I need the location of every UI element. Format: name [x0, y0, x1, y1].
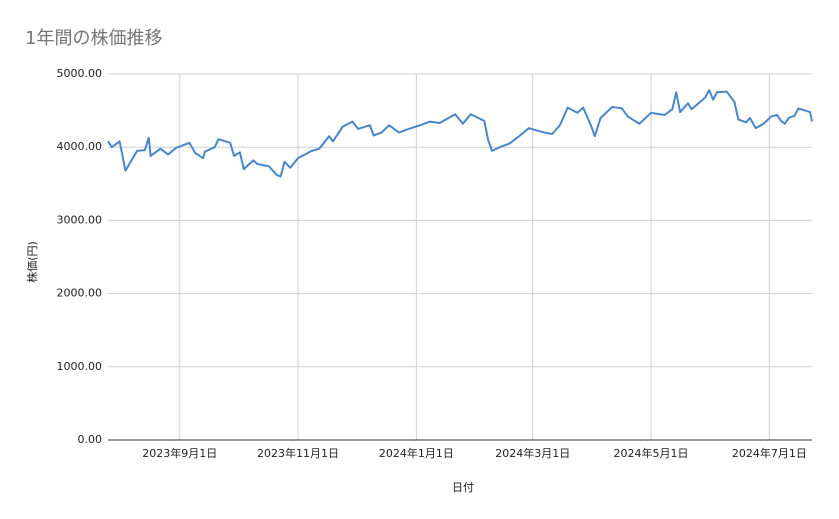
x-tick-label: 2024年5月1日: [614, 446, 689, 460]
x-tick-label: 2024年1月1日: [379, 446, 454, 460]
x-tick-label: 2023年11月1日: [257, 446, 339, 460]
y-tick-label: 3000.00: [57, 213, 103, 226]
line-series: [107, 89, 813, 178]
chart-title: 1年間の株価推移: [25, 28, 162, 49]
y-axis-label: 株価(円): [25, 241, 39, 283]
x-tick-label: 2023年9月1日: [142, 446, 217, 460]
y-tick-label: 5000.00: [57, 67, 103, 80]
x-tick-label: 2024年7月1日: [732, 446, 807, 460]
x-tick-label: 2024年3月1日: [495, 446, 570, 460]
y-tick-label: 4000.00: [57, 140, 103, 153]
y-tick-label: 1000.00: [57, 360, 103, 373]
x-axis-label: 日付: [452, 481, 474, 494]
y-tick-label: 2000.00: [57, 287, 103, 300]
y-tick-label: 0.00: [78, 433, 103, 446]
